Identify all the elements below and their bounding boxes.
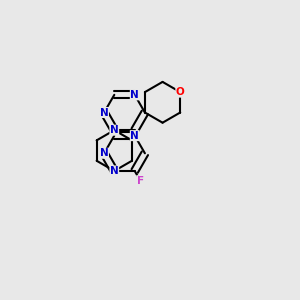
Text: N: N [110, 125, 119, 135]
Text: N: N [130, 130, 139, 141]
Text: O: O [176, 87, 184, 97]
Text: N: N [100, 107, 109, 118]
Text: N: N [110, 166, 119, 176]
Text: N: N [130, 90, 139, 100]
Text: F: F [137, 176, 144, 186]
Text: N: N [100, 148, 109, 158]
